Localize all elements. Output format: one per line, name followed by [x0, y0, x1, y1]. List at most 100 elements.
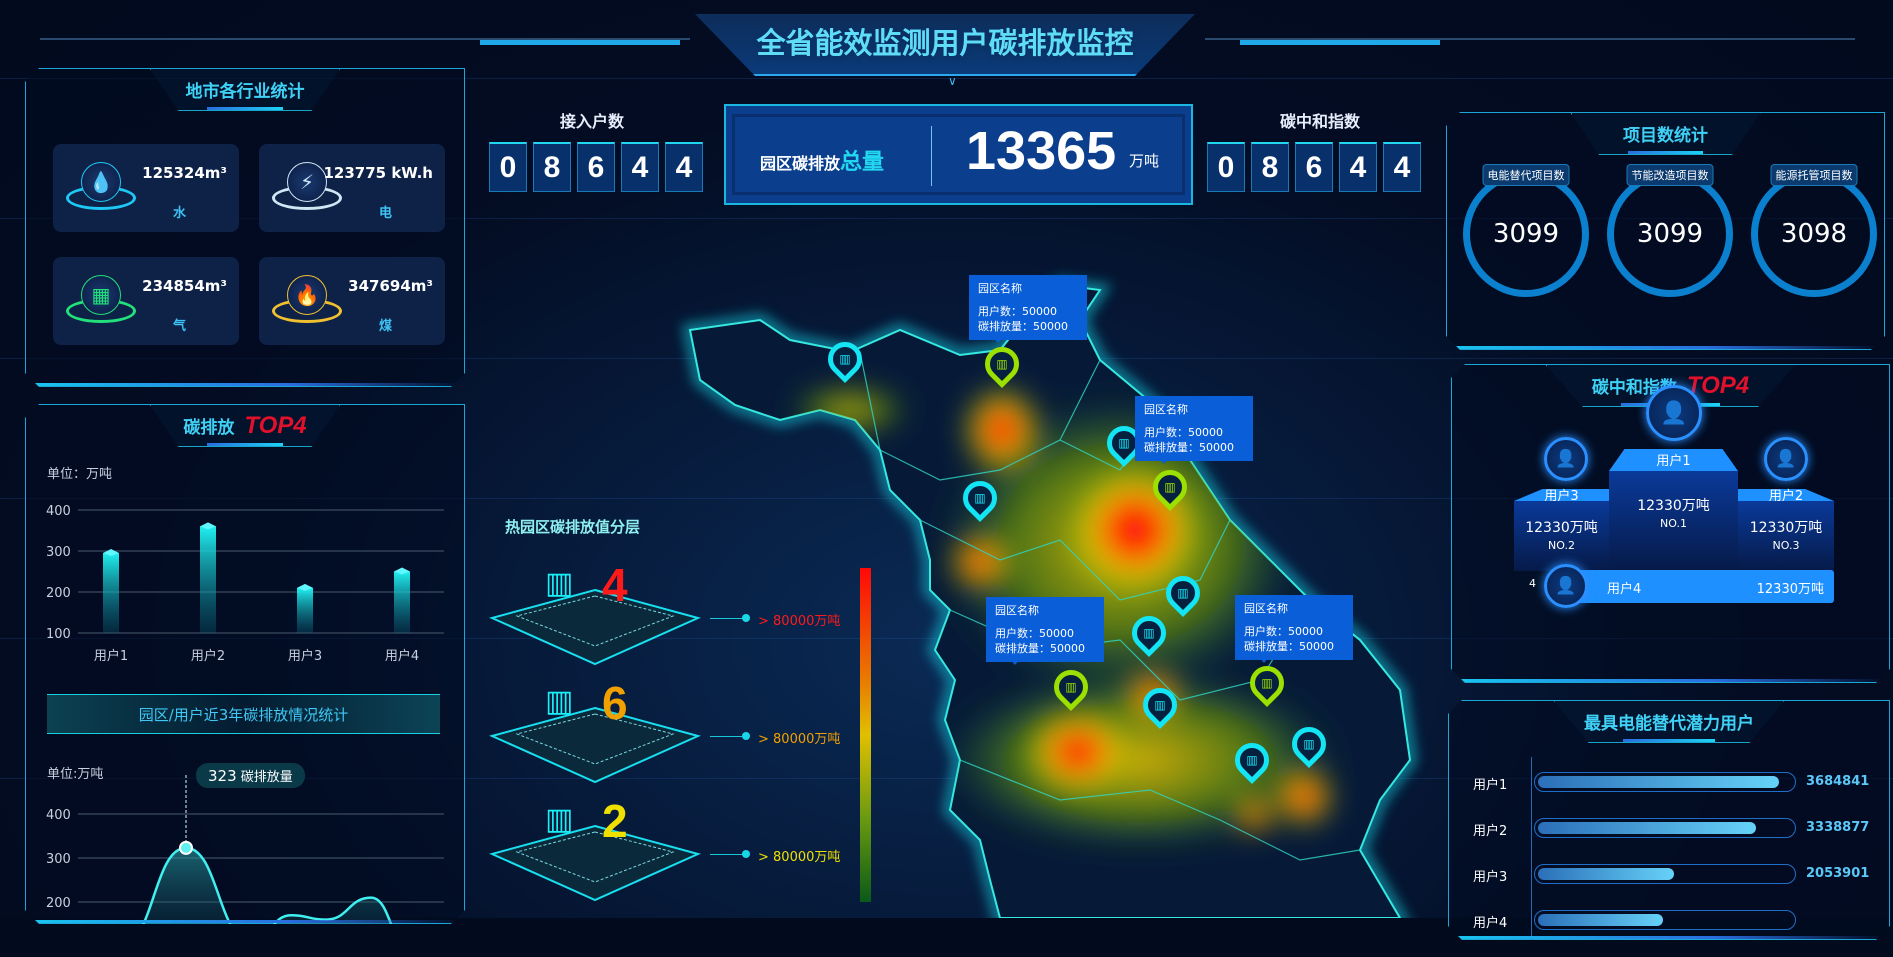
- project-count-ring: 能源托管项目数 3098: [1751, 171, 1877, 297]
- progress-track: [1534, 864, 1796, 884]
- industry-value: 347694m³: [348, 277, 433, 295]
- layer-platform: [489, 824, 701, 902]
- park-users: 用户数：50000: [1244, 625, 1323, 638]
- emission-top4-panel: 碳排放 TOP4 单位：万吨 100 200 300 400 用户1 用户2 用户3 用户4 园…: [25, 404, 465, 924]
- emission-bar-chart: 100 200 300 400 用户1 用户2 用户3 用户4: [26, 495, 466, 675]
- project-count-ring: 电能替代项目数 3099: [1463, 171, 1589, 297]
- building-icon: ▥: [1246, 753, 1258, 767]
- y-tick-label: 400: [46, 504, 71, 519]
- park-emission: 碳排放量：50000: [978, 320, 1068, 333]
- progress-fill: [1538, 914, 1663, 926]
- project-label: 电能替代项目数: [1483, 164, 1570, 186]
- total-unit: 万吨: [1129, 152, 1160, 170]
- potential-users-panel: 最具电能替代潜力用户 用户1 3684841 用户2 3338877 用户3 2…: [1448, 700, 1890, 940]
- bar: [394, 572, 410, 634]
- area-fill: [121, 848, 411, 925]
- total-label-highlight: 总量: [840, 150, 885, 175]
- progress-fill: [1538, 822, 1756, 834]
- layer-dot: [742, 614, 750, 622]
- digit: 0: [489, 142, 527, 192]
- y-tick-label: 400: [46, 808, 71, 823]
- y-tick-label: 200: [46, 896, 71, 911]
- industry-card: 💧 125324m³ 水: [53, 144, 239, 232]
- emission-trend-chart: 200 300 400: [26, 775, 466, 925]
- industry-card: ⚡ 123775 kW.h 电: [259, 144, 445, 232]
- digit: 4: [1383, 142, 1421, 192]
- industry-label: 水: [173, 206, 187, 221]
- fourth-row: 用户4 12330万吨: [1572, 570, 1834, 603]
- user-name: 用户1: [1473, 778, 1508, 793]
- second-name: 用户3: [1544, 489, 1579, 504]
- x-tick-label: 用户1: [94, 648, 128, 664]
- layer-platform: [489, 588, 701, 666]
- building-icon: ▥: [1154, 698, 1166, 712]
- park-tooltip: 园区名称 用户数：50000 碳排放量：50000: [1135, 396, 1253, 464]
- highlight-point[interactable]: [180, 842, 192, 854]
- layer-count: 6: [602, 677, 628, 729]
- project-value: 3099: [1636, 219, 1704, 249]
- layer-threshold: > 80000万吨: [758, 850, 841, 865]
- building-icon: ▥: [1118, 436, 1130, 450]
- y-tick-label: 200: [46, 586, 71, 601]
- industry-label: 电: [379, 206, 393, 221]
- park-users: 用户数：50000: [995, 627, 1074, 640]
- user-value: 3338877: [1806, 820, 1870, 835]
- building-icon: ▥: [1164, 480, 1176, 494]
- building-icon: ▥: [1143, 626, 1155, 640]
- top4-badge: TOP4: [1686, 371, 1750, 399]
- park-tooltip: 园区名称 用户数：50000 碳排放量：50000: [986, 597, 1104, 665]
- project-value: 3099: [1492, 219, 1560, 249]
- progress-track: [1534, 818, 1796, 838]
- park-users: 用户数：50000: [978, 305, 1057, 318]
- project-label: 节能改造项目数: [1627, 164, 1714, 186]
- x-tick-label: 用户4: [385, 648, 419, 664]
- access-count-label: 接入户数: [560, 112, 625, 131]
- digit: 8: [1251, 142, 1289, 192]
- total-emission-box: 园区碳排放总量 13365 万吨: [724, 104, 1193, 205]
- panel-title: 地市各行业统计: [150, 69, 340, 111]
- progress-track: [1534, 772, 1796, 792]
- project-value: 3098: [1780, 219, 1848, 249]
- park-emission: 碳排放量：50000: [995, 642, 1085, 655]
- progress-fill: [1538, 776, 1779, 788]
- park-tooltip: 园区名称 用户数：50000 碳排放量：50000: [969, 275, 1087, 343]
- second-rank: NO.2: [1548, 539, 1575, 552]
- building-icon: ▥: [1065, 680, 1077, 694]
- industry-card: 🔥 347694m³ 煤: [259, 257, 445, 345]
- total-value: 13365: [966, 121, 1117, 181]
- project-stats-panel: 项目数统计 电能替代项目数 3099 节能改造项目数 3099 能源托管项目数 …: [1446, 112, 1885, 350]
- project-label: 能源托管项目数: [1771, 164, 1858, 186]
- digit: 6: [577, 142, 615, 192]
- total-label: 园区碳排放: [760, 154, 841, 173]
- park-name: 园区名称: [978, 282, 1022, 295]
- layers-title: 热园区碳排放值分层: [505, 518, 641, 536]
- user-name: 用户4: [1473, 916, 1508, 931]
- neutral-index-label: 碳中和指数: [1280, 112, 1361, 131]
- building-icon: ▥: [1177, 586, 1189, 600]
- panel-title: 项目数统计: [1571, 113, 1761, 155]
- header-bar: [0, 20, 1893, 60]
- bar: [103, 553, 119, 633]
- building-icon: ▥: [1303, 737, 1315, 751]
- building-icon: ▥: [545, 802, 574, 837]
- layer-platform: [489, 706, 701, 784]
- industry-stats-panel: 地市各行业统计 💧 125324m³ 水 ⚡ 123775 kW.h 电 ▦ 2…: [25, 68, 465, 387]
- layer-count: 4: [602, 559, 628, 611]
- digit: 4: [665, 142, 703, 192]
- bar-cap: [394, 568, 410, 575]
- digit: 4: [1339, 142, 1377, 192]
- top4-badge: TOP4: [244, 411, 307, 439]
- lightning-icon: ⚡: [287, 162, 327, 202]
- line-tooltip: 323 碳排放量: [196, 763, 305, 788]
- building-icon: ▥: [996, 357, 1008, 371]
- bar: [297, 588, 313, 633]
- avatar-second: 👤: [1544, 437, 1588, 481]
- page-title: 全省能效监测用户碳排放监控: [756, 26, 1134, 60]
- digit: 6: [1295, 142, 1333, 192]
- layer-dot: [742, 850, 750, 858]
- third-rank: NO.3: [1772, 539, 1800, 552]
- digit: 0: [1207, 142, 1245, 192]
- header-title-plate: [695, 14, 1195, 76]
- park-name: 园区名称: [1144, 403, 1188, 416]
- gas-icon: ▦: [81, 275, 121, 315]
